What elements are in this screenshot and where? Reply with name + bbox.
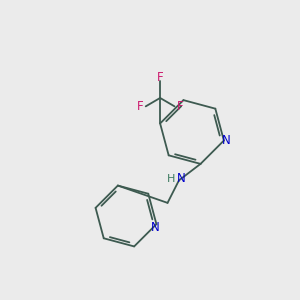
Text: N: N xyxy=(177,172,186,185)
Text: F: F xyxy=(137,100,144,113)
Text: N: N xyxy=(151,221,159,234)
Text: N: N xyxy=(222,134,231,147)
Text: F: F xyxy=(157,71,164,84)
Text: F: F xyxy=(177,100,183,113)
Text: H: H xyxy=(167,174,175,184)
